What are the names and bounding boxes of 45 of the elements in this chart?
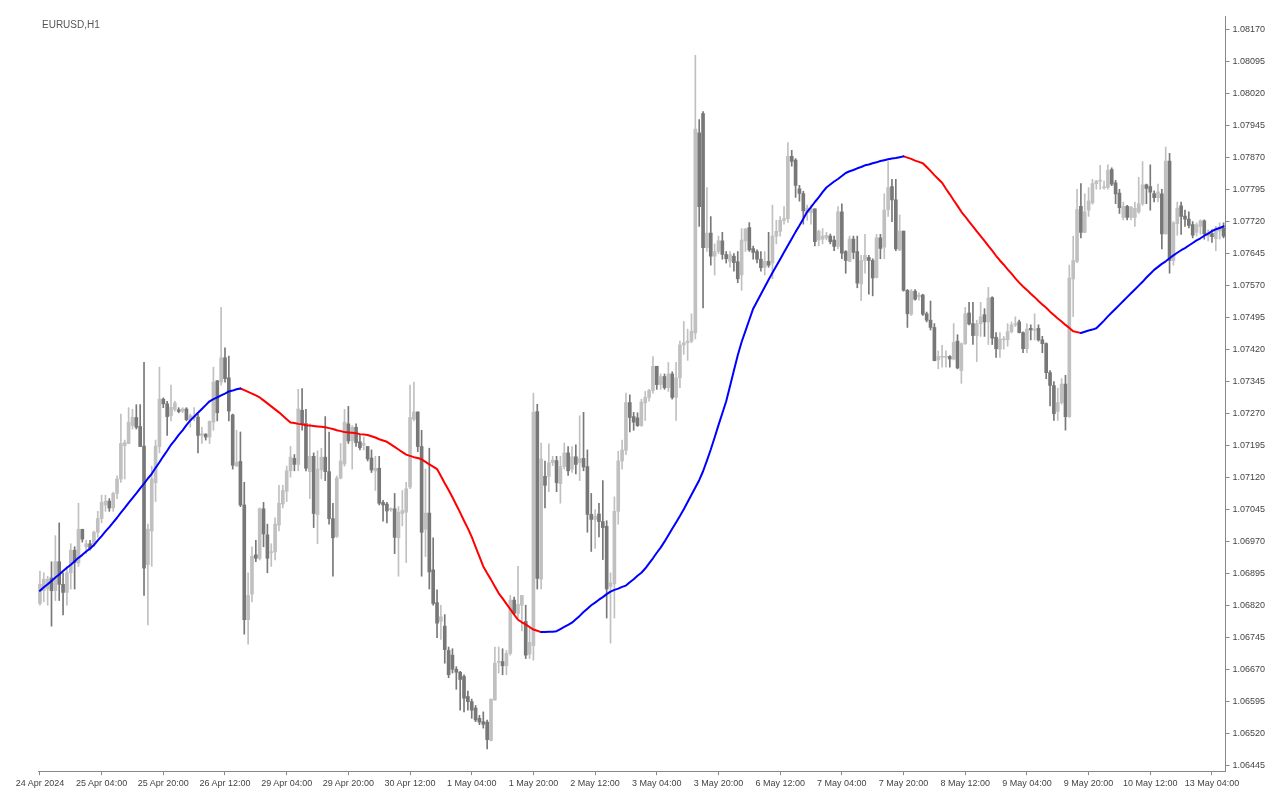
y-tick-label: 1.06820: [1232, 599, 1266, 610]
y-tick-label: 1.07795: [1232, 183, 1266, 194]
y-tick-label: 1.07195: [1232, 439, 1266, 450]
x-tick-label: 26 Apr 12:00: [199, 778, 251, 789]
y-tick-label: 1.08170: [1232, 23, 1266, 34]
y-tick-label: 1.06445: [1232, 759, 1266, 770]
y-tick-label: 1.06895: [1232, 567, 1266, 578]
y-tick-label: 1.07045: [1232, 503, 1266, 514]
chart-title: EURUSD,H1: [42, 19, 101, 31]
x-tick-label: 2 May 12:00: [570, 778, 620, 789]
y-tick-label: 1.06595: [1232, 695, 1266, 706]
x-tick-label: 7 May 04:00: [817, 778, 867, 789]
x-tick-label: 13 May 04:00: [1184, 778, 1240, 789]
x-tick-label: 3 May 20:00: [693, 778, 744, 789]
x-tick-label: 29 Apr 20:00: [322, 778, 374, 789]
x-tick-label: 6 May 12:00: [755, 778, 805, 789]
y-tick-label: 1.07120: [1232, 471, 1266, 482]
x-tick-label: 24 Apr 2024: [15, 778, 65, 789]
x-tick-label: 1 May 04:00: [446, 778, 497, 789]
y-tick-label: 1.07720: [1232, 215, 1266, 226]
y-tick-label: 1.07945: [1232, 119, 1266, 130]
y-tick-label: 1.07570: [1232, 279, 1266, 290]
x-tick-label: 25 Apr 20:00: [137, 778, 189, 789]
x-tick-label: 29 Apr 04:00: [261, 778, 313, 789]
x-tick-label: 25 Apr 04:00: [76, 778, 128, 789]
y-tick-label: 1.07420: [1232, 343, 1266, 354]
y-tick-label: 1.06520: [1232, 727, 1266, 738]
y-tick-label: 1.06670: [1232, 663, 1266, 674]
y-tick-label: 1.07645: [1232, 247, 1266, 258]
x-tick-label: 9 May 20:00: [1063, 778, 1114, 789]
x-tick-label: 1 May 20:00: [508, 778, 559, 789]
y-tick-label: 1.07270: [1232, 407, 1266, 418]
x-tick-label: 8 May 12:00: [940, 778, 990, 789]
y-tick-label: 1.07345: [1232, 375, 1266, 386]
x-tick-label: 30 Apr 12:00: [384, 778, 436, 789]
x-tick-label: 10 May 12:00: [1123, 778, 1178, 789]
x-tick-label: 7 May 20:00: [878, 778, 929, 789]
y-tick-label: 1.06745: [1232, 631, 1266, 642]
y-tick-label: 1.07870: [1232, 151, 1266, 162]
x-tick-label: 9 May 04:00: [1002, 778, 1052, 789]
y-tick-label: 1.08020: [1232, 87, 1266, 98]
x-tick-label: 3 May 04:00: [632, 778, 682, 789]
y-tick-label: 1.08095: [1232, 55, 1266, 66]
y-tick-label: 1.06970: [1232, 535, 1266, 546]
y-tick-label: 1.07495: [1232, 311, 1266, 322]
